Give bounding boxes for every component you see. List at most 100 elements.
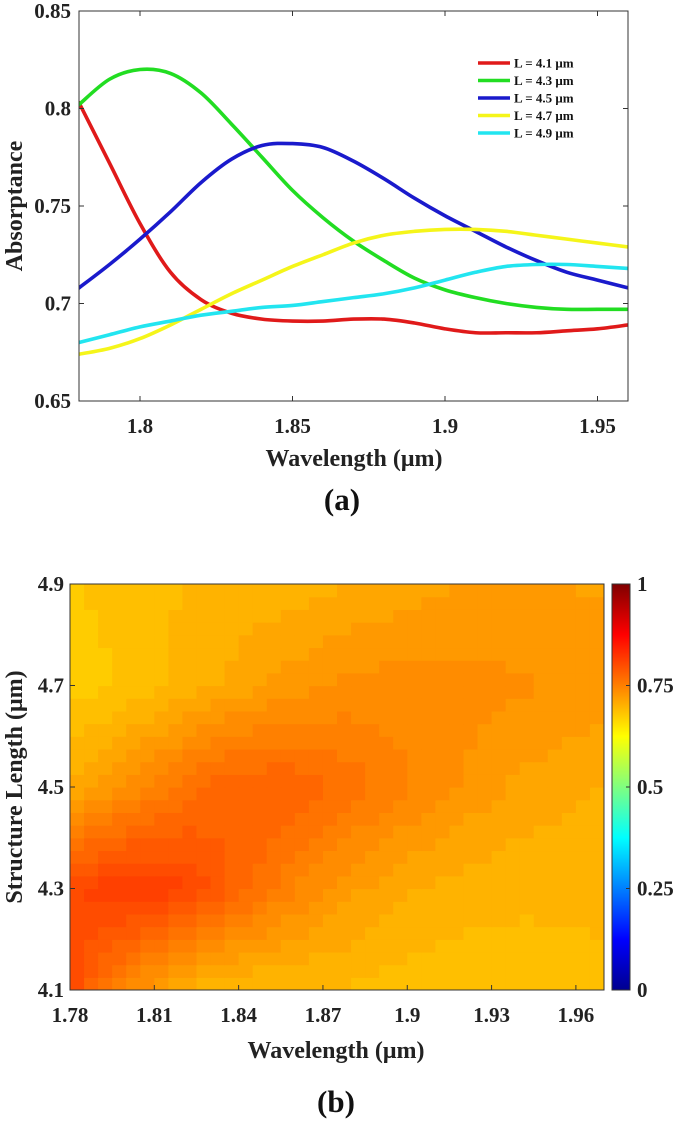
heatmap-cell	[280, 799, 296, 813]
heatmap-cell	[337, 812, 352, 826]
heatmap-cell	[182, 913, 198, 928]
heatmap-cell	[140, 888, 155, 902]
heatmap-cell	[126, 609, 141, 623]
heatmap-cell	[575, 609, 591, 623]
heatmap-cell	[365, 647, 380, 661]
heatmap-cell	[154, 850, 169, 864]
heatmap-cell	[196, 622, 212, 636]
heatmap-cell	[407, 787, 422, 801]
heatmap-cell	[561, 837, 577, 852]
heatmap-cell	[98, 685, 113, 699]
heatmap-cell	[561, 748, 577, 763]
heatmap-cell	[224, 926, 240, 940]
heatmap-cell	[224, 761, 240, 775]
heatmap-cell	[421, 977, 436, 990]
colorbar-tick-label: 0.75	[637, 674, 674, 698]
heatmap-cell	[421, 875, 436, 890]
heatmap-cell	[126, 850, 141, 864]
heatmap-cell	[224, 774, 240, 788]
heatmap-cell	[393, 609, 408, 623]
heatmap-cell	[182, 672, 198, 687]
heatmap-cell	[463, 951, 479, 966]
heatmap-cell	[547, 672, 563, 687]
heatmap-cell	[533, 926, 549, 940]
heatmap-cell	[154, 685, 169, 699]
heatmap-cell	[477, 736, 493, 750]
heatmap-cell	[112, 837, 127, 852]
heatmap-cell	[70, 799, 85, 813]
heatmap-cell	[126, 964, 141, 978]
heatmap-cell	[337, 609, 352, 623]
heatmap-cell	[238, 584, 254, 598]
heatmap-cell	[477, 863, 493, 877]
heatmap-cell	[435, 951, 451, 966]
heatmap-cell	[407, 698, 422, 712]
heatmap-cell	[519, 596, 535, 610]
heatmap-cell	[210, 951, 226, 966]
heatmap-cell	[266, 787, 282, 801]
heatmap-cell	[266, 622, 282, 636]
heatmap-cell	[561, 609, 577, 623]
heatmap-cell	[393, 825, 408, 839]
heatmap-cell	[252, 634, 268, 649]
heatmap-cell	[449, 964, 465, 978]
heatmap-cell	[168, 723, 184, 737]
heatmap-cell	[252, 825, 268, 839]
heatmap-cell	[112, 964, 127, 978]
heatmap-cell	[266, 647, 282, 661]
heatmap-cell	[210, 596, 226, 610]
heatmap-cell	[421, 761, 436, 775]
heatmap-cell	[365, 787, 380, 801]
heatmap-cell	[505, 774, 521, 788]
heatmap-cell	[252, 660, 268, 674]
heatmap-cell	[126, 736, 141, 750]
legend-label-1: L = 4.1 μm	[514, 56, 574, 71]
heatmap-cell	[435, 825, 451, 839]
heatmap-cell	[322, 634, 338, 649]
heatmap-cell	[547, 710, 563, 725]
heatmap-cell	[547, 748, 563, 763]
heatmap-cell	[435, 812, 451, 826]
heatmap-cell	[463, 710, 479, 725]
heatmap-cell	[182, 774, 198, 788]
heatmap-cell	[435, 799, 451, 813]
heatmap-cell	[351, 710, 366, 725]
heatmap-cell	[224, 825, 240, 839]
heatmap-cell	[84, 787, 99, 801]
heatmap-cell	[337, 710, 352, 725]
heatmap-cell	[140, 774, 155, 788]
heatmap-cell	[589, 863, 604, 877]
heatmap-cell	[224, 951, 240, 966]
panel-label-a: (a)	[324, 482, 360, 517]
heatmap-cell	[182, 875, 198, 890]
heatmap-cell	[547, 761, 563, 775]
heatmap-cell	[379, 926, 394, 940]
heatmap-cell	[308, 723, 324, 737]
heatmap-cell	[449, 736, 465, 750]
heatmap-cell	[477, 837, 493, 852]
heatmap-cell	[322, 761, 338, 775]
heatmap-cell	[210, 837, 226, 852]
heatmap-cell	[463, 723, 479, 737]
heatmap-cell	[547, 837, 563, 852]
heatmap-cell	[322, 660, 338, 674]
heatmap-cell	[70, 723, 85, 737]
heatmap-cell	[84, 799, 99, 813]
y-axis-label-b: Structure Length (μm)	[2, 670, 28, 903]
heatmap-cell	[477, 723, 493, 737]
heatmap-cell	[294, 939, 310, 953]
heatmap-cell	[168, 787, 184, 801]
heatmap-cell	[561, 787, 577, 801]
heatmap-cell	[322, 723, 338, 737]
heatmap-cell	[561, 888, 577, 902]
heatmap-cell	[266, 913, 282, 928]
heatmap-cell	[421, 799, 436, 813]
heatmap-cell	[365, 825, 380, 839]
heatmap-cell	[308, 660, 324, 674]
heatmap-cell	[365, 951, 380, 966]
heatmap-cell	[70, 825, 85, 839]
heatmap-cell	[547, 698, 563, 712]
heatmap-cell	[154, 761, 169, 775]
heatmap-cell	[322, 787, 338, 801]
heatmap-cell	[280, 761, 296, 775]
